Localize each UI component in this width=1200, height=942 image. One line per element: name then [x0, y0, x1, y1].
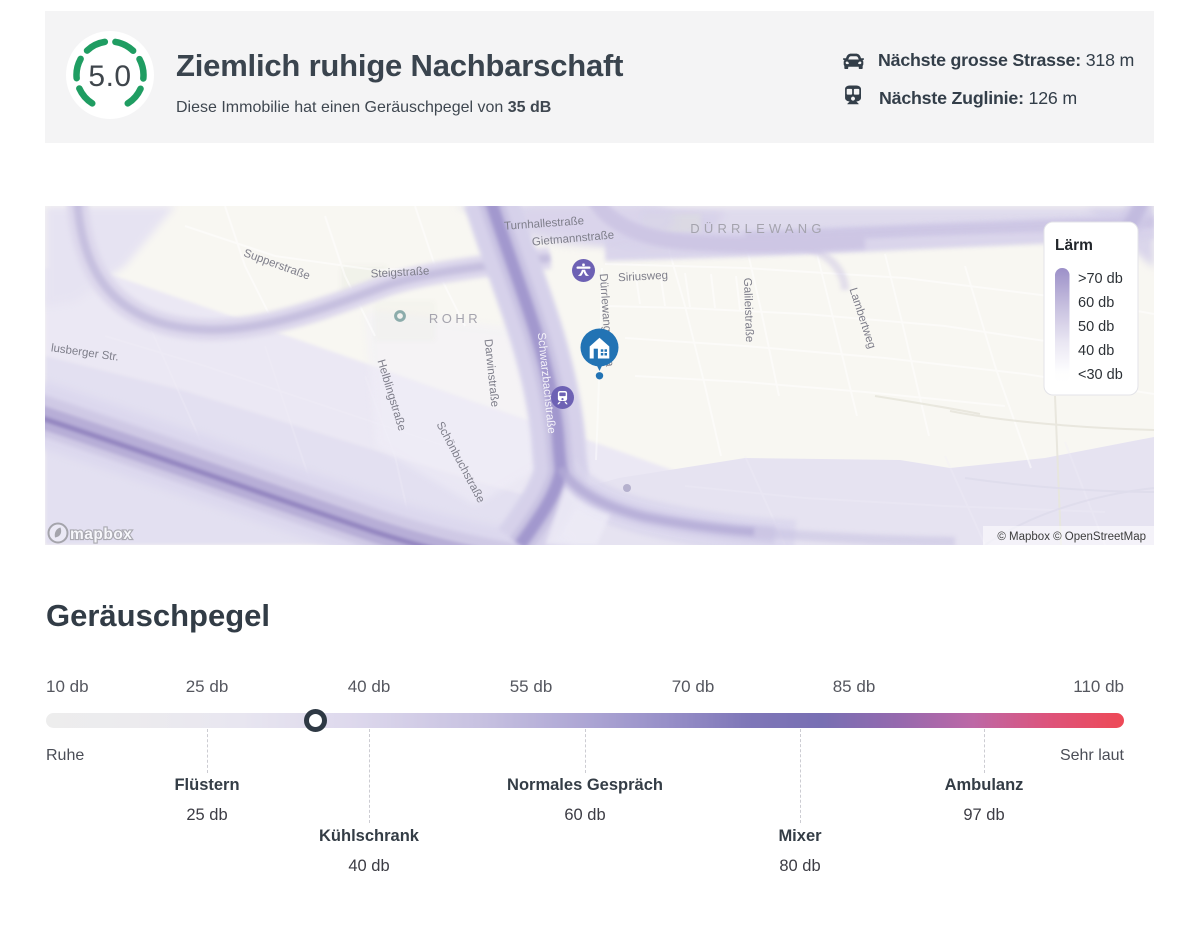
svg-text:mapbox: mapbox — [70, 526, 132, 543]
svg-text:>70 db: >70 db — [1078, 271, 1123, 287]
svg-text:50 db: 50 db — [1078, 319, 1114, 335]
svg-text:Turnhallestraße: Turnhallestraße — [504, 215, 585, 233]
svg-text:Lärm: Lärm — [1055, 237, 1093, 254]
svg-text:<30 db: <30 db — [1078, 367, 1123, 383]
svg-text:Siriusweg: Siriusweg — [618, 270, 668, 285]
svg-text:© Mapbox © OpenStreetMap: © Mapbox © OpenStreetMap — [997, 531, 1146, 543]
svg-text:Galileistraße: Galileistraße — [741, 278, 755, 343]
svg-text:DÜRRLEWANG: DÜRRLEWANG — [690, 221, 825, 236]
svg-text:40 db: 40 db — [1078, 343, 1114, 359]
svg-text:ROHR: ROHR — [429, 311, 481, 326]
svg-text:Steigstraße: Steigstraße — [370, 265, 429, 280]
svg-text:60 db: 60 db — [1078, 295, 1114, 311]
